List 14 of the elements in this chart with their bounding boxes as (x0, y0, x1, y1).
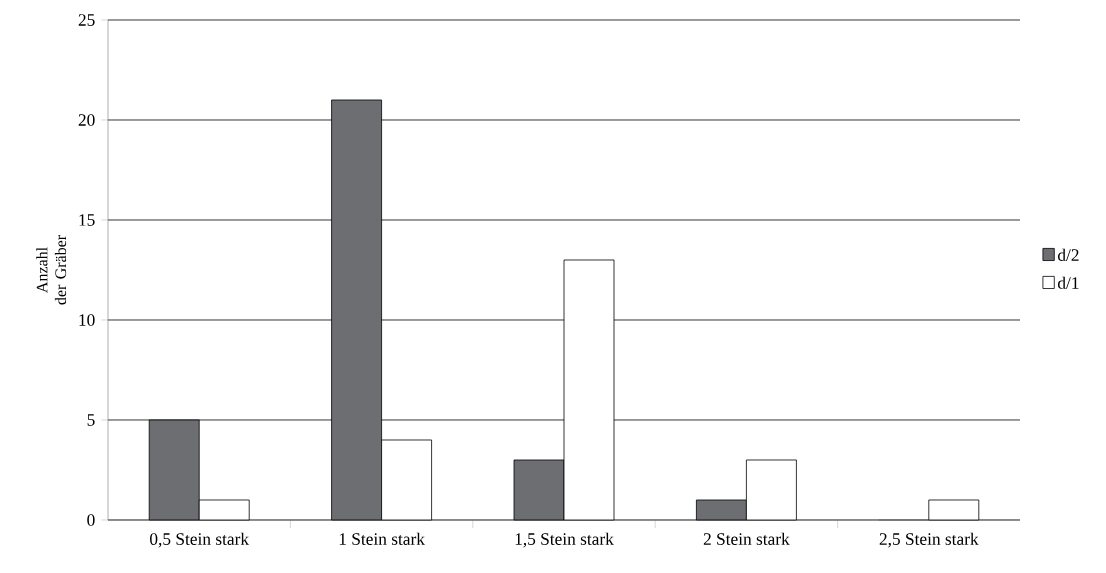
x-tick-label: 1,5 Stein stark (515, 532, 614, 548)
x-tick-label: 2,5 Stein stark (879, 532, 979, 548)
y-tick-label: 15 (79, 214, 95, 226)
x-tick-label: 2 Stein stark (703, 532, 790, 545)
y-tick-label: 5 (87, 414, 95, 426)
x-tick-label: 0,5 Stein stark (150, 532, 250, 548)
y-axis-title: Anzahl der Gräber (36, 235, 67, 305)
legend-label: d/1 (1057, 276, 1079, 289)
x-tick-label: 1 Stein stark (339, 532, 425, 545)
y-tick-label: 20 (78, 114, 95, 126)
y-tick-label: 10 (79, 314, 95, 326)
y-tick-label: 25 (78, 14, 95, 26)
y-tick-label: 0 (87, 514, 95, 526)
legend-label: d/2 (1057, 248, 1079, 261)
